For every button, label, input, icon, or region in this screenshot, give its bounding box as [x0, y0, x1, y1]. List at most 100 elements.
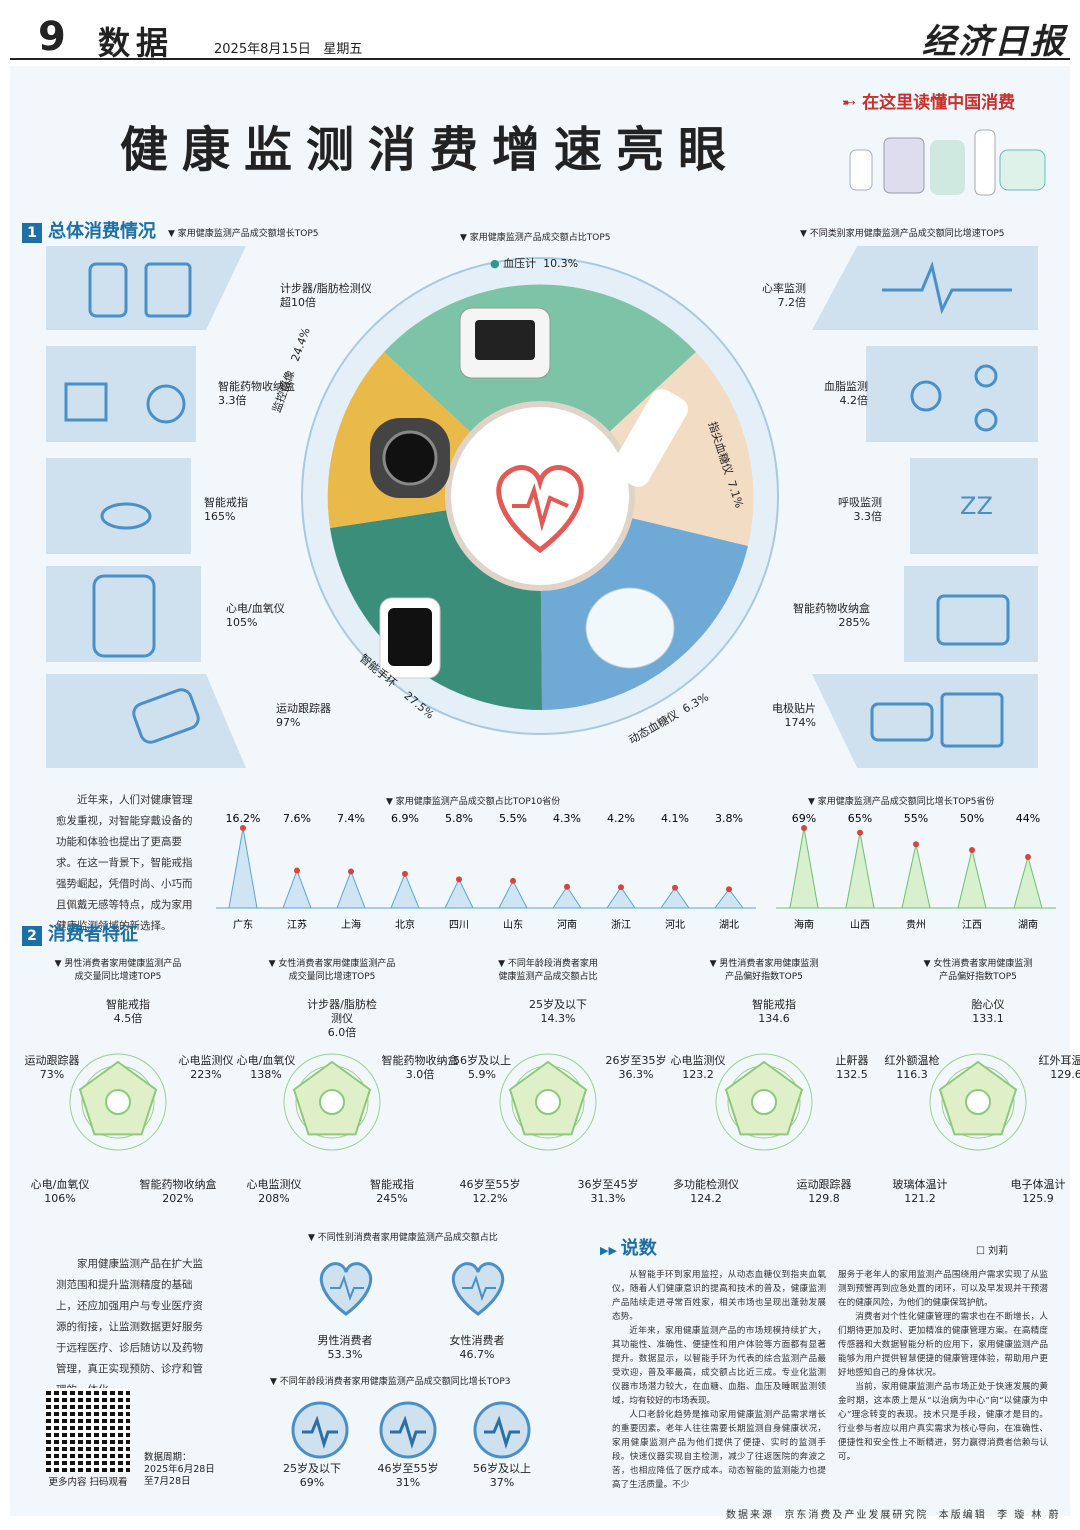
section2-title: 2 消费者特征 — [22, 920, 138, 946]
chart-point — [913, 841, 919, 848]
chart-value-label: 5.5% — [499, 812, 527, 825]
radar-chart: ▼ 不同年龄段消费者家用 健康监测产品成交额占比 25岁及以下 14.3% 26岁至35… — [448, 956, 667, 1206]
icon-box-2 — [46, 346, 196, 442]
molecule-icon — [866, 346, 1038, 442]
radar-label: 心电/血氧仪 106% — [30, 1178, 90, 1205]
age-growth-title: ▼ 不同年龄段消费者家用健康监测产品成交额同比增长TOP3 — [270, 1377, 511, 1387]
chart-spike — [228, 827, 258, 909]
radar-graphic — [929, 1053, 1027, 1151]
growth-item: 计步器/脂肪检测仪 超10倍 — [280, 282, 372, 309]
chart-spike — [957, 849, 987, 909]
chart-spike — [390, 872, 420, 909]
age-growth-icons — [280, 1400, 550, 1480]
section2-intro: 家用健康监测产品在扩大监测范围和提升监测精度的基础上，还应加强用户与专业医疗资源… — [56, 1258, 203, 1396]
chart-value-label: 7.6% — [283, 812, 311, 825]
chart-value-label: 65% — [848, 812, 872, 825]
page-title: 健康监测消费增速亮眼 — [120, 122, 741, 178]
chart-category-label: 河北 — [665, 919, 685, 931]
sleep-icon: ZZ — [910, 458, 1038, 554]
radar-label: 25岁及以下 14.3% — [529, 998, 587, 1025]
chart-category-label: 山东 — [503, 918, 523, 931]
pulse-icon — [473, 1401, 531, 1459]
growth-item: 智能戒指 165% — [204, 496, 248, 523]
chart-value-label: 50% — [960, 812, 984, 825]
chart-point — [510, 877, 516, 884]
province-share-title: ▼ 家用健康监测产品成交额占比TOP10省份 — [386, 797, 561, 807]
commentary-label: ▶▶ 说数 — [600, 1238, 657, 1259]
header-rule — [10, 58, 1070, 60]
chart-value-label: 16.2% — [226, 812, 261, 825]
commentary-col2: 服务于老年人的家用监测产品围绕用户需求实现了从监测到预警再到应急处置的闭环，可以… — [838, 1270, 1048, 1462]
chart-spike — [282, 869, 312, 909]
chart-category-label: 湖南 — [1018, 918, 1038, 931]
chart-point — [618, 884, 624, 891]
icon-box-4 — [46, 566, 201, 662]
province-growth-title: ▼ 家用健康监测产品成交额同比增长TOP5省份 — [808, 797, 995, 807]
commentary-col1: 从智能手环到家用监控，从动态血糖仪到指夹血氧仪，随着人们健康意识的提高和技术的普… — [612, 1270, 826, 1490]
radar-graphic — [499, 1053, 597, 1151]
province-growth-chart: 69% 海南 65% 山西 55% 贵州 50% 江西 44% 湖南 — [776, 812, 1056, 931]
age-growth-item: 25岁及以下 69% — [283, 1462, 341, 1489]
footer-credits: 数据来源 京东消费及产业发展研究院 本版编辑 李 璇 林 蔚 — [726, 1510, 1061, 1521]
chart-value-label: 4.3% — [553, 812, 581, 825]
radar-label: 心电监测仪 223% — [178, 1054, 234, 1081]
chart-point — [240, 825, 246, 831]
commentary-author: ☐ 刘莉 — [976, 1246, 1009, 1257]
age-growth-item: 46岁至55岁 31% — [377, 1462, 439, 1489]
radar-title: ▼ 女性消费者家用健康监测 产品偏好指数TOP5 — [923, 959, 1033, 982]
chart-spike — [845, 832, 875, 909]
female-heart-icon — [452, 1262, 504, 1316]
issue-date: 2025年8月15日 星期五 — [214, 42, 363, 57]
chart-point — [456, 876, 462, 883]
section1-intro: 近年来，人们对健康管理愈发重视，对智能穿戴设备的功能和体验也提出了更高要求。在这… — [56, 794, 193, 932]
chart-point — [801, 825, 807, 831]
radar-label: 智能药物收纳盒 3.0倍 — [381, 1054, 459, 1081]
radar-title: ▼ 男性消费者家用健康监测 产品偏好指数TOP5 — [709, 959, 819, 982]
category-item: 呼吸监测 3.3倍 — [838, 496, 882, 523]
chart-spike — [498, 879, 528, 909]
icon-box-5 — [46, 674, 246, 768]
chart-spike — [660, 886, 690, 909]
gender-female: 女性消费者 46.7% — [449, 1334, 505, 1361]
category-item: 血脂监测 4.2倍 — [824, 380, 868, 407]
radar-label: 红外额温枪 116.3 — [884, 1054, 940, 1081]
chart-spike — [552, 885, 582, 909]
category-item: 电极贴片 174% — [772, 702, 816, 729]
chart-spike — [444, 878, 474, 909]
arrow-icon: ➸ — [842, 93, 863, 113]
radar-label: 心电监测仪 123.2 — [670, 1054, 726, 1081]
heart-icon — [496, 465, 584, 554]
radar-label: 玻璃体温计 121.2 — [892, 1178, 948, 1205]
heart-icon — [812, 246, 1038, 330]
chart-value-label: 44% — [1016, 812, 1040, 825]
chart-category-label: 江苏 — [287, 918, 307, 931]
radar-label: 电子体温计 125.9 — [1010, 1178, 1066, 1205]
chart-category-label: 江西 — [962, 919, 982, 931]
chart-point — [857, 829, 863, 836]
radar-label: 运动跟踪器 129.8 — [796, 1178, 852, 1205]
radar-graphic — [715, 1053, 813, 1151]
chart-category-label: 四川 — [449, 920, 469, 931]
qr-pattern — [46, 1388, 130, 1472]
growth-item: 心电/血氧仪 105% — [226, 602, 285, 629]
chart-value-label: 6.9% — [391, 812, 419, 825]
radar-label: 26岁至35岁 36.3% — [605, 1054, 667, 1081]
radar-label: 心电监测仪 208% — [246, 1178, 302, 1205]
male-heart-icon — [320, 1262, 372, 1316]
radar-label: 计步器/脂肪检测仪 6.0倍 — [307, 998, 377, 1039]
patch-icon — [812, 674, 1038, 768]
radar-label: 智能戒指 245% — [370, 1178, 414, 1205]
category-item: 智能药物收纳盒 285% — [793, 602, 870, 629]
chart-value-label: 4.1% — [661, 812, 689, 825]
chart-value-label: 69% — [792, 812, 816, 825]
share-wheel — [301, 257, 779, 735]
share-top5-title: ▼ 家用健康监测产品成交额占比TOP5 — [460, 233, 611, 243]
chart-category-label: 北京 — [395, 918, 415, 931]
data-period: 数据周期： 2025年6月28日至7月28日 — [144, 1452, 215, 1487]
chart-spike — [714, 888, 744, 909]
province-share-chart: 16.2% 广东 7.6% 江苏 7.4% 上海 6.9% 北京 5.8% 四川 5.5% 山东 4.3… — [216, 812, 756, 931]
chart-spike — [336, 870, 366, 909]
category-item: 心率监测 7.2倍 — [762, 282, 806, 309]
chart-value-label: 55% — [904, 812, 928, 825]
